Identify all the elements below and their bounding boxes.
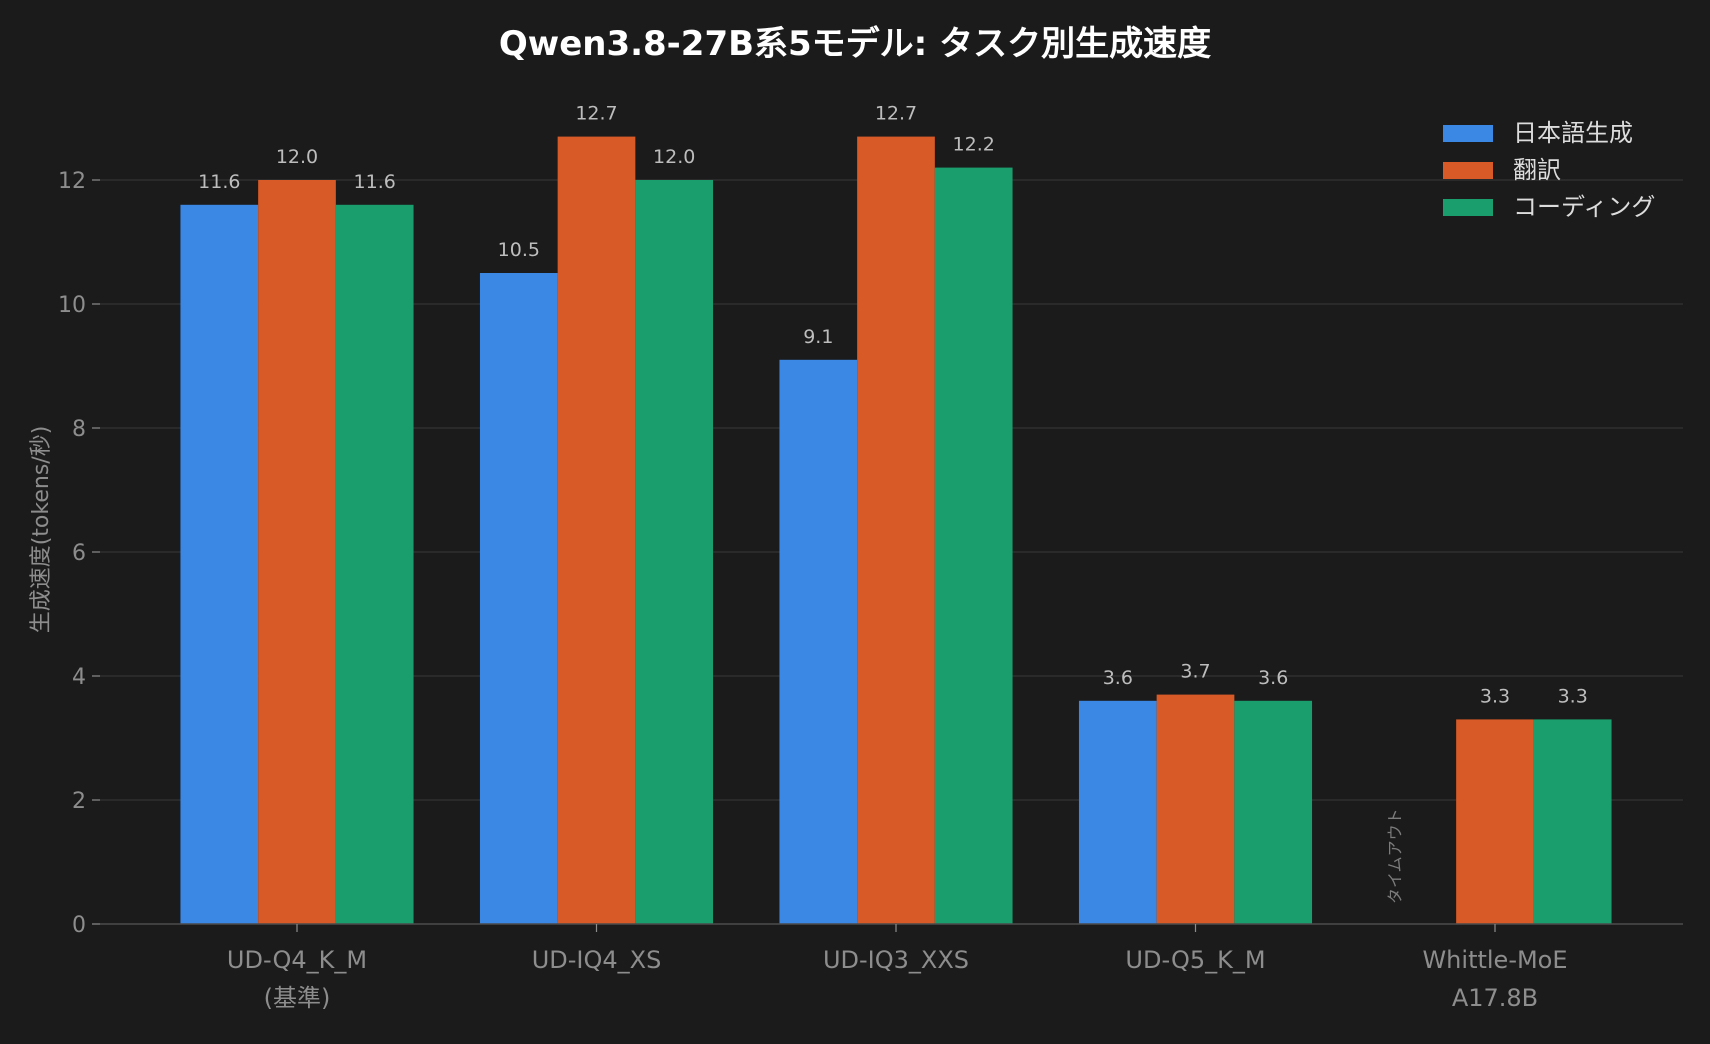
data-label: 3.6: [1103, 667, 1133, 689]
x-tick-label: UD-IQ4_XS: [532, 946, 662, 974]
y-axis-label: 生成速度(tokens/秒): [29, 426, 54, 634]
y-tick-label: 12: [58, 169, 86, 194]
x-tick-label: UD-IQ3_XXS: [823, 946, 969, 974]
legend-label: 日本語生成: [1513, 119, 1633, 147]
bar: [1456, 719, 1534, 924]
x-tick-label-line: UD-IQ4_XS: [532, 946, 662, 974]
bar: [857, 136, 935, 925]
x-tick-label: UD-Q5_K_M: [1125, 946, 1265, 974]
legend-label: コーディング: [1513, 193, 1655, 221]
data-label: 3.6: [1258, 667, 1288, 689]
chart-title: Qwen3.8-27B系5モデル: タスク別生成速度: [499, 24, 1211, 64]
x-tick-label-line: A17.8B: [1452, 984, 1538, 1012]
data-label: 11.6: [198, 171, 240, 193]
bar: [1156, 694, 1235, 924]
data-label: 12.0: [276, 146, 318, 168]
data-label: 12.7: [575, 103, 617, 125]
data-label: 12.7: [875, 103, 917, 125]
bar: [479, 273, 558, 924]
bars: 11.6 12.0 11.6 10.5 12.7 12.0 9.1 12.7 12.2 3.6 3.…: [180, 103, 1612, 925]
y-tick-label: 4: [72, 665, 86, 690]
bar: [635, 180, 714, 924]
x-tick-label: UD-Q4_K_M (基準): [227, 946, 367, 1012]
bar: [779, 359, 858, 924]
data-label: 12.2: [953, 134, 995, 156]
data-label: 11.6: [354, 171, 396, 193]
bar: [1078, 700, 1157, 924]
legend-label: 翻訳: [1513, 156, 1561, 184]
y-tick-label: 6: [72, 541, 86, 566]
bar: [557, 136, 636, 925]
data-label: 3.3: [1480, 685, 1510, 707]
bar: [180, 204, 259, 925]
data-label: 3.3: [1558, 685, 1588, 707]
bar: [1234, 700, 1313, 924]
y-tick-label: 8: [72, 417, 86, 442]
x-tick-label-line: Whittle-MoE: [1422, 946, 1567, 974]
bar: [934, 167, 1013, 925]
data-label: 12.0: [653, 146, 695, 168]
bar: [1533, 719, 1612, 924]
data-label: 9.1: [803, 326, 833, 348]
x-tick-label-line: UD-IQ3_XXS: [823, 946, 969, 974]
data-label: 10.5: [498, 239, 540, 261]
y-tick-label: 10: [58, 293, 86, 318]
legend-swatch: [1443, 199, 1493, 216]
x-tick-label-line: (基準): [264, 984, 331, 1012]
y-tick-label: 0: [72, 913, 86, 938]
annotation-timeout: タイムアウト: [1385, 808, 1404, 904]
bar: [258, 180, 336, 924]
bar: [335, 204, 414, 925]
x-tick-label: Whittle-MoE A17.8B: [1422, 946, 1567, 1012]
legend-swatch: [1443, 125, 1493, 142]
y-tick-label: 2: [72, 789, 86, 814]
data-label: 3.7: [1180, 661, 1210, 683]
axes: 0 2 4 6 8 10 12 生成速度(tokens/秒) UD-Q4_K_M (基準) UD-I…: [29, 169, 1683, 1012]
x-tick-label-line: UD-Q5_K_M: [1125, 946, 1265, 974]
x-tick-label-line: UD-Q4_K_M: [227, 946, 367, 974]
legend-swatch: [1443, 162, 1493, 179]
